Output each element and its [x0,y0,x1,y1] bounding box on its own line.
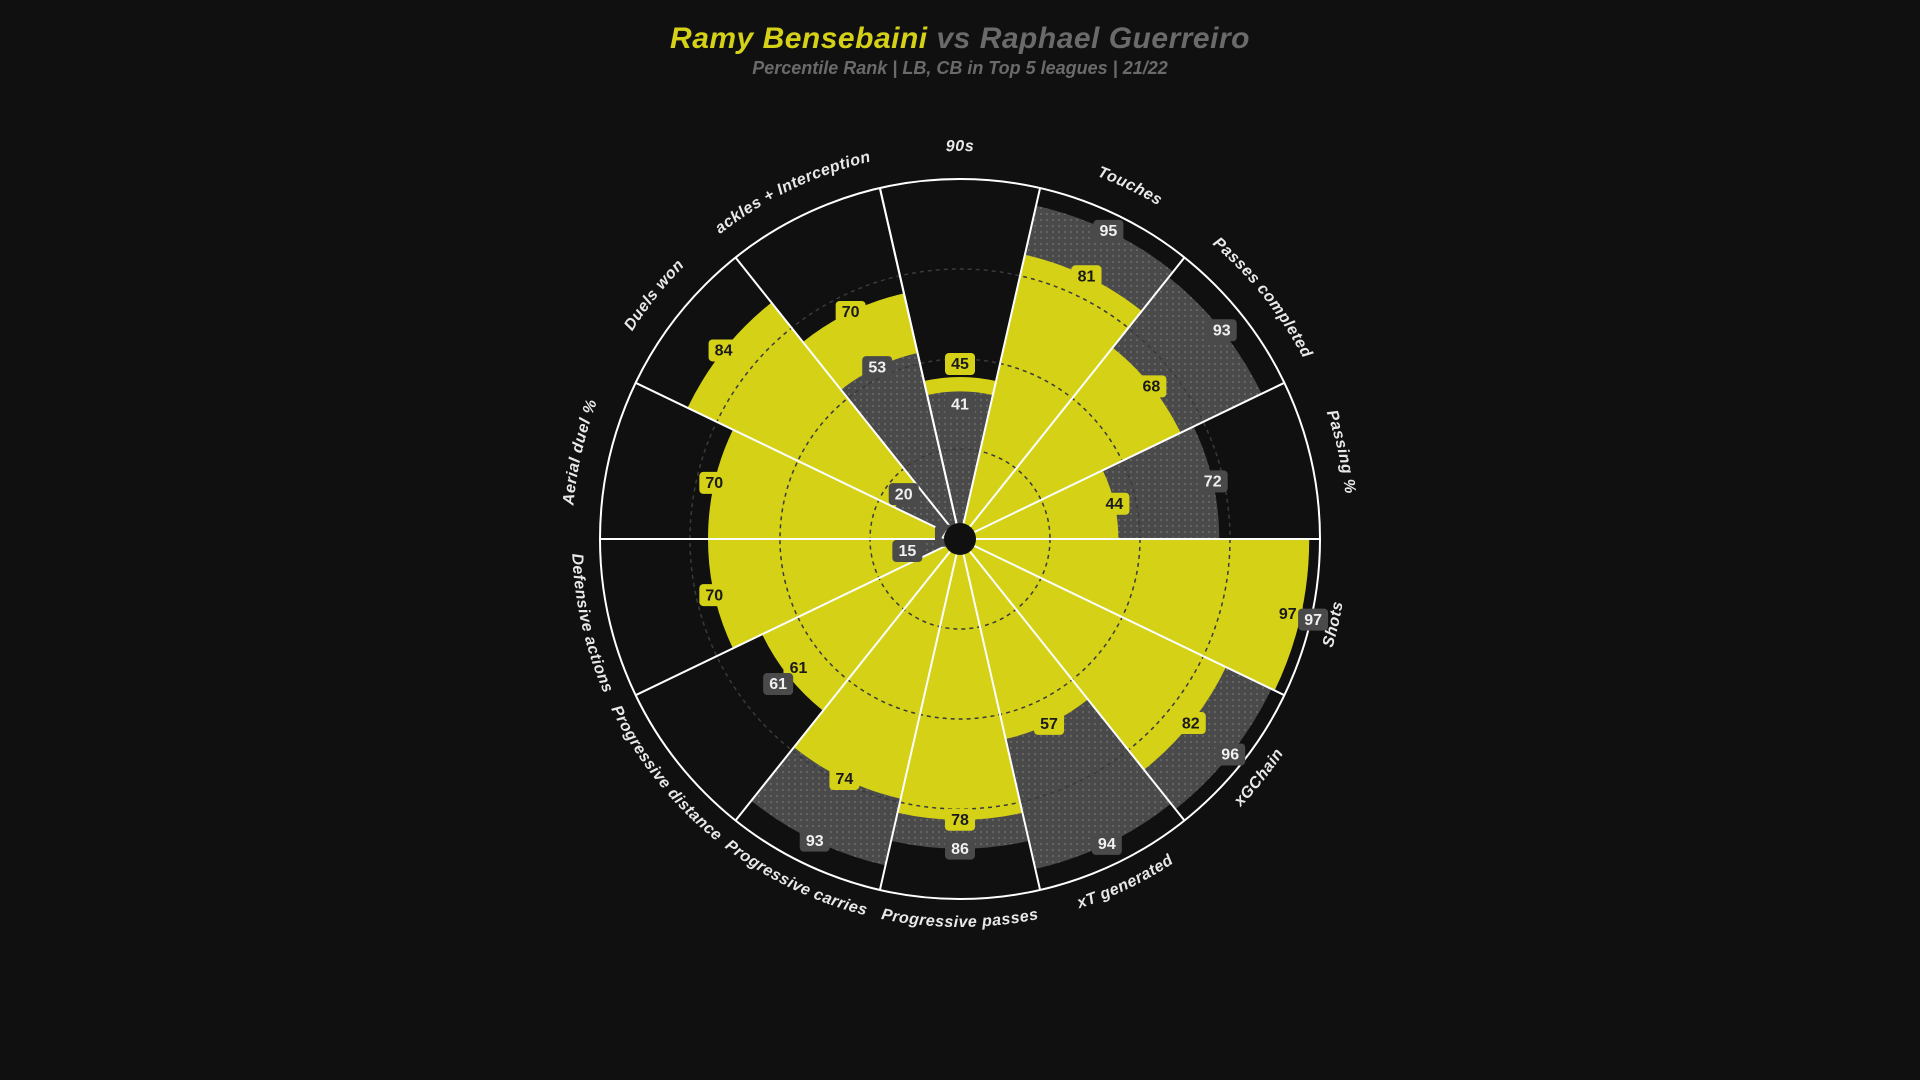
value-p2: 96 [1221,747,1239,764]
value-p2: 86 [951,841,969,858]
chart-title: Ramy Bensebaini vs Raphael Guerreiro [0,22,1920,56]
metric-label: xT generated [1074,851,1177,912]
metric-label: 90s [946,138,975,155]
radial-chart: 41 45 81 95 68 93 44 72 97 97 82 96 57 94 78 86 74 93 6161… [0,79,1920,1049]
value-p1: 44 [1106,496,1124,513]
value-p1: 68 [1142,379,1160,396]
value-p1: 97 [1279,606,1297,623]
value-p1: 61 [790,660,808,677]
bars-layer [688,206,1310,869]
value-p2: 61 [769,676,787,693]
metric-label: Touches [1095,164,1165,209]
value-p2: 72 [1204,474,1222,491]
vs-text: vs [936,22,970,55]
metric-label: Progressive passes [880,906,1040,931]
value-p1: 70 [842,304,860,321]
value-p1: 84 [715,343,733,360]
value-p2: 20 [895,486,913,503]
metric-label: Passing % [1323,408,1359,495]
player2-name: Raphael Guerreiro [980,22,1250,55]
metric-label: Defensive actions [568,553,616,696]
chart-subtitle: Percentile Rank | LB, CB in Top 5 league… [0,58,1920,79]
metric-label: Progressive distance [607,703,725,845]
chart-title-block: Ramy Bensebaini vs Raphael Guerreiro Per… [0,0,1920,79]
value-p2: 94 [1098,836,1116,853]
center-dot [944,523,976,555]
value-p1: 70 [705,475,723,492]
value-p1: 45 [951,356,969,373]
value-p2: 53 [868,359,886,376]
metric-label: Tackles + Interceptions [0,79,872,237]
metric-label: Aerial duel % [560,397,601,507]
value-p1: 82 [1182,715,1200,732]
value-p2: 97 [1304,612,1322,629]
value-p1: 70 [705,587,723,604]
player1-name: Ramy Bensebaini [670,22,928,55]
value-p1: 57 [1040,716,1058,733]
value-p2: 15 [898,543,916,560]
value-p2: 93 [806,833,824,850]
value-p2: 41 [951,397,969,414]
value-p1: 81 [1078,268,1096,285]
value-p2: 95 [1099,223,1117,240]
metric-label: Duels won [621,256,687,333]
value-p1: 74 [836,771,854,788]
value-p1: 78 [951,812,969,829]
value-p2: 93 [1213,322,1231,339]
